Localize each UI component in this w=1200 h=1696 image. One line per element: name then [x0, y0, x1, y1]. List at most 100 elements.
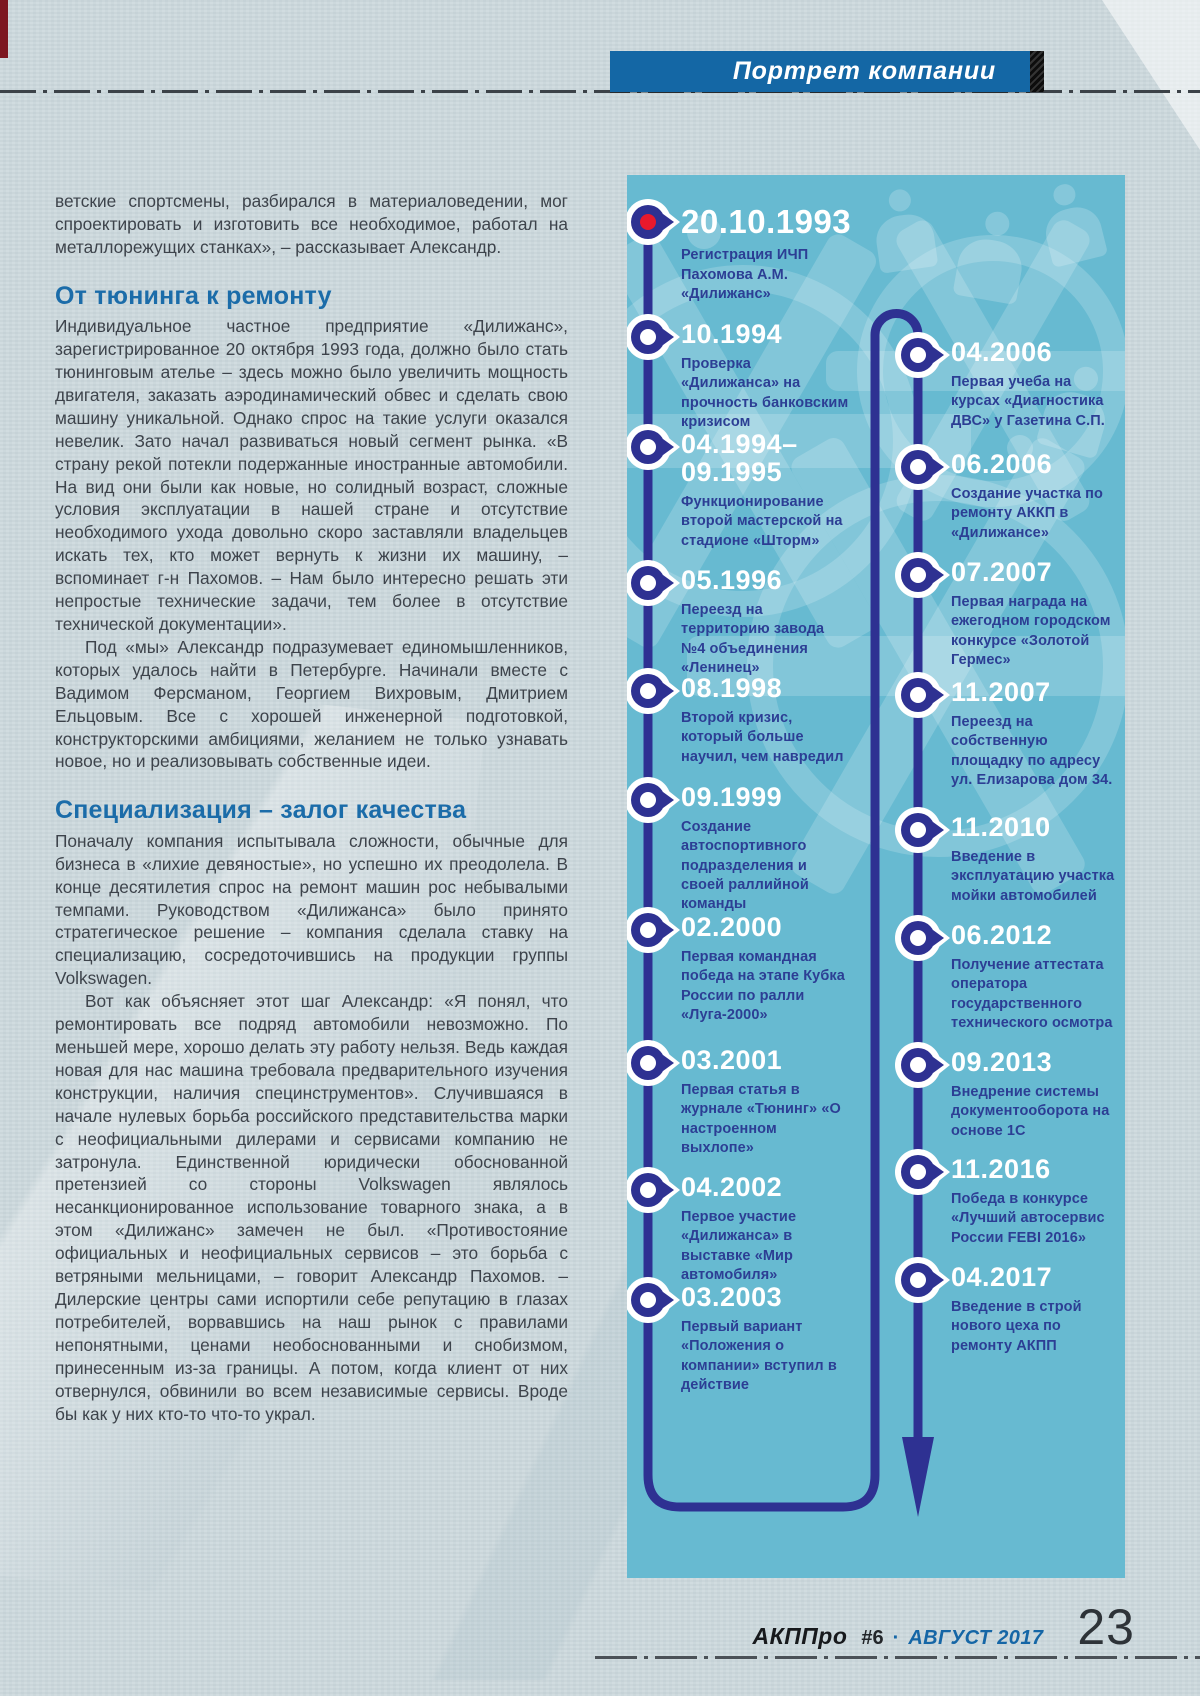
timeline-path [643, 222, 934, 1517]
timeline-node-icon [627, 424, 680, 470]
timeline-entry: 06.2006 Создание участка по ремонту АККП… [895, 444, 1125, 543]
article-paragraph: Индивидуальное частное предприятие «Дили… [55, 316, 568, 634]
timeline-date: 06.2012 [951, 920, 1053, 950]
timeline-date: 03.2003 [681, 1282, 783, 1312]
timeline-description: Введение в эксплуатацию участка мойки ав… [951, 849, 1115, 904]
timeline-entry: 04.2017 Введение в строй нового цеха по … [895, 1257, 1125, 1356]
issue-number: #6 [861, 1627, 884, 1649]
timeline-date: 06.2006 [951, 449, 1053, 479]
timeline-entry: 11.2010 Введение в эксплуатацию участка … [895, 807, 1125, 906]
timeline-node-icon [627, 668, 680, 714]
article-paragraph: Под «мы» Александр подразумевает единомы… [55, 636, 568, 772]
timeline-date: 10.1994 [681, 319, 783, 349]
timeline-date: 04.2002 [681, 1172, 783, 1202]
timeline-entry: 04.2006 Первая учеба на курсах «Диагност… [895, 332, 1125, 431]
timeline-description: Введение в строй нового цеха по ремонту … [951, 1299, 1082, 1354]
timeline-node-icon [895, 1149, 950, 1195]
timeline-description: Получение аттестата оператора государств… [951, 957, 1113, 1031]
timeline-entry: 03.2003 Первый вариант «Положения о комп… [627, 1277, 881, 1395]
timeline-entry: 06.2012 Получение аттестата оператора го… [895, 915, 1125, 1033]
timeline-node-icon [895, 552, 950, 598]
timeline-description: Первая награда на ежегодном городском ко… [951, 594, 1111, 668]
footer-separator: · [892, 1627, 900, 1649]
timeline-entry: 03.2001 Первая статья в журнале «Тюнинг»… [627, 1040, 881, 1158]
section-banner: Портрет компании [610, 51, 1044, 92]
timeline-description: Создание автоспортивного подразделения и… [681, 819, 809, 913]
timeline-panel: 20.10.1993 Регистрация ИЧП Пахомова А.М.… [627, 175, 1125, 1578]
timeline-description: Первое участие «Дилижанса» в выставке «М… [681, 1209, 797, 1283]
timeline-node-icon [895, 1257, 950, 1303]
timeline-date: 08.1998 [681, 673, 783, 703]
article-paragraph: Вот как объясняет этот шаг Александр: «Я… [55, 991, 568, 1424]
timeline-entry: 08.1998 Второй кризис, который больше на… [627, 668, 881, 767]
timeline-date: 09.1999 [681, 782, 783, 812]
timeline-node-icon [627, 314, 680, 360]
timeline-description: Переезд на собственную площадку по адрес… [951, 714, 1113, 788]
page-footer: АКППро #6 · АВГУСТ 2017 23 [560, 1598, 1135, 1656]
timeline-description: Проверка «Дилижанса» на прочность банков… [681, 356, 849, 430]
timeline-node-icon [895, 807, 950, 853]
page-corner-fold [1102, 0, 1200, 150]
timeline-node-icon [627, 199, 680, 245]
timeline-date: 20.10.1993 [681, 203, 852, 240]
timeline-entry: 05.1996 Переезд на территорию завода №4 … [627, 560, 881, 678]
timeline-node-icon [627, 777, 680, 823]
timeline-node-icon [895, 332, 950, 378]
section-title: Портрет компании [732, 57, 996, 85]
timeline-date: 11.2007 [951, 677, 1051, 707]
timeline-description: Создание участка по ремонту АККП в «Дили… [951, 486, 1103, 541]
timeline-entry: 10.1994 Проверка «Дилижанса» на прочност… [627, 314, 881, 432]
timeline-description: Первый вариант «Положения о компании» вс… [681, 1319, 837, 1393]
article-heading: От тюнинга к ремонту [55, 281, 332, 310]
timeline-description: Первая учеба на курсах «Диагностика ДВС»… [951, 374, 1105, 429]
timeline-entry: 02.2000 Первая командная победа на этапе… [627, 907, 881, 1025]
issue-date: АВГУСТ 2017 [908, 1627, 1044, 1649]
timeline-date: 11.2010 [951, 812, 1051, 842]
timeline-entry: 11.2007 Переезд на собственную площадку … [895, 672, 1125, 790]
timeline-entry: 09.2013 Внедрение системы документооборо… [895, 1042, 1125, 1141]
timeline-date: 09.2013 [951, 1047, 1053, 1077]
header-rule [0, 90, 1200, 93]
timeline-date: 02.2000 [681, 912, 783, 942]
timeline-date: 05.1996 [681, 565, 783, 595]
article-column: ветские спортсмены, разбирался в материа… [55, 190, 568, 1425]
timeline-node-icon [895, 672, 950, 718]
timeline-node-icon [895, 444, 950, 490]
timeline-node-icon [627, 560, 680, 606]
timeline-description: Внедрение системы документооборота на ос… [951, 1084, 1110, 1139]
timeline-node-icon [627, 1040, 680, 1086]
timeline-date: 04.1994–09.1995 [681, 429, 798, 488]
footer-rule [595, 1656, 1200, 1659]
magazine-logo: АКППро [752, 1623, 848, 1649]
timeline-entry: 11.2016 Победа в конкурсе «Лучший автосе… [895, 1149, 1125, 1248]
timeline-description: Первая командная победа на этапе Кубка Р… [681, 949, 845, 1023]
timeline-description: Второй кризис, который больше научил, че… [681, 710, 844, 765]
timeline-date: 07.2007 [951, 557, 1053, 587]
spine-accent [0, 0, 8, 58]
timeline-description: Победа в конкурсе «Лучший автосервис Рос… [951, 1191, 1105, 1246]
timeline-node-icon [627, 1167, 680, 1213]
timeline-description: Первая статья в журнале «Тюнинг» «О наст… [681, 1082, 841, 1156]
timeline-description: Переезд на территорию завода №4 объедине… [681, 602, 825, 676]
timeline-entry: 20.10.1993 Регистрация ИЧП Пахомова А.М.… [627, 199, 881, 304]
timeline-node-icon [627, 1277, 680, 1323]
timeline-entry: 04.2002 Первое участие «Дилижанса» в выс… [627, 1167, 881, 1285]
timeline-description: Функционирование второй мастерской на ст… [681, 494, 843, 549]
timeline-date: 03.2001 [681, 1045, 783, 1075]
timeline-node-icon [627, 907, 680, 953]
timeline-date: 11.2016 [951, 1154, 1051, 1184]
article-paragraph: Поначалу компания испытывала сложности, … [55, 830, 568, 989]
timeline-arrow-icon [902, 1437, 934, 1517]
timeline-entry: 04.1994–09.1995 Функционирование второй … [627, 424, 881, 551]
article-paragraph: ветские спортсмены, разбирался в материа… [55, 191, 568, 257]
timeline-date: 04.2006 [951, 337, 1053, 367]
page-number: 23 [1077, 1599, 1135, 1655]
timeline-node-icon [895, 1042, 950, 1088]
timeline-node-icon [895, 915, 950, 961]
timeline-entry: 07.2007 Первая награда на ежегодном горо… [895, 552, 1125, 670]
timeline-description: Регистрация ИЧП Пахомова А.М. «Дилижанс» [681, 247, 809, 302]
timeline-entry: 09.1999 Создание автоспортивного подразд… [627, 777, 881, 914]
timeline-date: 04.2017 [951, 1262, 1053, 1292]
article-heading: Специализация – залог качества [55, 796, 467, 825]
